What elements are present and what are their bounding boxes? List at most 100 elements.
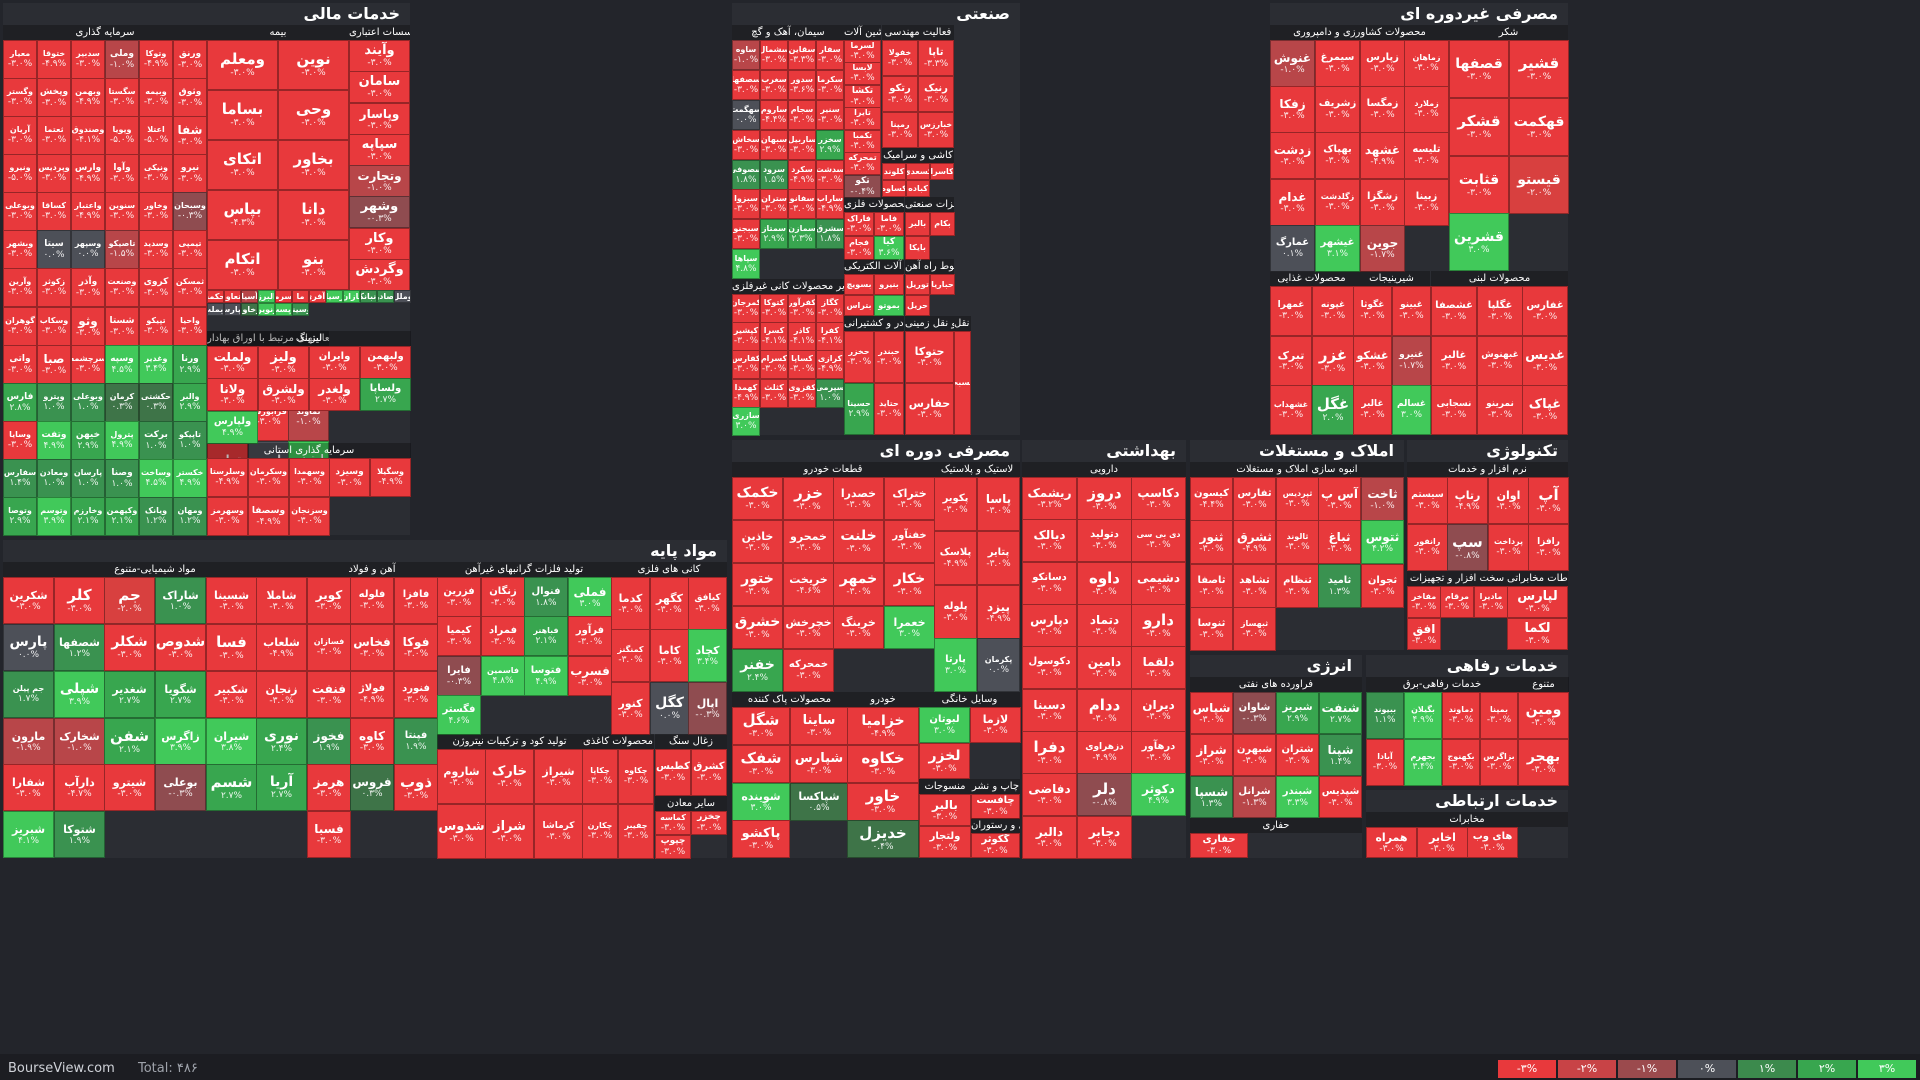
industry-title[interactable]: چاپ و نشر	[971, 779, 1020, 794]
stock-tile[interactable]: بازان	[343, 290, 360, 303]
stock-tile[interactable]: دکاسپ -۳.۰%	[1131, 477, 1186, 520]
stock-tile[interactable]: وملل	[394, 290, 411, 303]
stock-tile[interactable]: تیمپی -۳.۰%	[173, 230, 207, 269]
stock-tile[interactable]: خمحرو -۳.۰%	[783, 520, 834, 563]
stock-tile[interactable]: دجابر -۳.۰%	[1077, 816, 1132, 859]
stock-tile[interactable]: تمحرکه -۳.۰%	[844, 152, 881, 175]
stock-tile[interactable]: وسدید -۳.۰%	[139, 230, 173, 269]
stock-tile[interactable]: خریخت -۴.۶%	[783, 563, 834, 606]
stock-tile[interactable]: ونوین	[258, 303, 275, 316]
stock-tile[interactable]: دفرا -۳.۰%	[1022, 731, 1077, 774]
stock-tile[interactable]: کیمیا -۳.۰%	[437, 616, 481, 656]
stock-tile[interactable]: وتعاون	[224, 290, 241, 303]
stock-tile[interactable]: اتکام -۳.۰%	[207, 240, 278, 290]
stock-tile[interactable]: دی بی سی -۳.۰%	[1131, 519, 1186, 562]
stock-tile[interactable]: زماهان -۳.۰%	[1404, 40, 1449, 87]
stock-tile[interactable]: چکارن -۳.۰%	[582, 804, 618, 859]
stock-tile[interactable]: سیتا ۰.۰%	[37, 230, 71, 269]
stock-tile[interactable]: وآیند -۳.۰%	[349, 40, 410, 72]
stock-tile[interactable]: پارسان ۱.۰%	[71, 459, 105, 498]
stock-tile[interactable]: دسانکو -۳.۰%	[1022, 562, 1077, 605]
stock-tile[interactable]: دارو -۳.۰%	[1131, 604, 1186, 647]
stock-tile[interactable]: فمراد -۳.۰%	[481, 616, 525, 656]
stock-tile[interactable]: وسپهر ۰.۰%	[71, 230, 105, 269]
stock-tile[interactable]: کاما -۳.۰%	[650, 629, 689, 682]
stock-tile[interactable]: ومین -۳.۰%	[1518, 692, 1569, 739]
industry-title[interactable]: آهن و فولاد	[307, 562, 437, 577]
stock-tile[interactable]: وگستر -۳.۰%	[3, 78, 37, 117]
stock-tile[interactable]: زشریف -۳.۰%	[1315, 86, 1360, 133]
stock-tile[interactable]: غبینو -۳.۰%	[1392, 286, 1431, 336]
stock-tile[interactable]: خیهن ۲.۹%	[71, 421, 105, 460]
stock-tile[interactable]: قشکر -۳.۰%	[1449, 98, 1509, 156]
stock-tile[interactable]: فاسمین ۴.۸%	[481, 656, 525, 696]
stock-tile[interactable]: وبشهر -۳.۰%	[3, 230, 37, 269]
industry-title[interactable]: ارتباطات مخابراتی	[1507, 571, 1568, 586]
stock-tile[interactable]: سکرد -۴.۹%	[788, 160, 816, 190]
stock-tile[interactable]: آس پ -۳.۰%	[1318, 477, 1361, 521]
stock-tile[interactable]: ددام -۳.۰%	[1077, 689, 1132, 732]
stock-tile[interactable]: ولانا -۳.۰%	[207, 378, 258, 411]
stock-tile[interactable]: ثاصفا -۳.۰%	[1190, 564, 1233, 608]
stock-tile[interactable]: قثابت -۳.۰%	[1449, 156, 1509, 214]
stock-tile[interactable]: چپوپ -۳.۰%	[655, 835, 691, 859]
stock-tile[interactable]: فنفت -۳.۰%	[307, 671, 351, 718]
industry-title[interactable]: تولید فلزات گرانبهای غیرآهن	[437, 562, 611, 577]
stock-tile[interactable]: پلوله -۳.۰%	[934, 585, 977, 639]
stock-tile[interactable]: تکو -۰.۴%	[844, 175, 881, 198]
stock-tile[interactable]: چخزر -۳.۰%	[691, 811, 727, 835]
stock-tile[interactable]: بخاور -۳.۰%	[278, 140, 349, 190]
stock-tile[interactable]: ما	[292, 290, 309, 303]
stock-tile[interactable]: خزر -۳.۰%	[783, 477, 834, 520]
stock-tile[interactable]: چفیبر -۳.۰%	[618, 804, 654, 859]
stock-tile[interactable]: شپاکسا ۰.۵%	[790, 783, 848, 821]
stock-tile[interactable]: کلوند	[882, 163, 906, 180]
stock-tile[interactable]: شفک -۳.۰%	[732, 745, 790, 783]
stock-tile[interactable]: شسم ۲.۷%	[206, 764, 257, 811]
stock-tile[interactable]: بایکا	[905, 236, 930, 260]
stock-tile[interactable]: شوینده ۳.۰%	[732, 783, 790, 821]
stock-tile[interactable]: وسزنجان -۳.۰%	[289, 497, 330, 536]
stock-tile[interactable]: ثبهساز -۳.۰%	[1233, 607, 1276, 651]
stock-tile[interactable]: حتاید -۳.۰%	[874, 383, 904, 435]
industry-title[interactable]: نرم افزار و خدمات	[1407, 462, 1568, 477]
stock-tile[interactable]: قیستو -۲.۰%	[1509, 156, 1569, 214]
stock-tile[interactable]: تکمبا -۳.۰%	[844, 130, 881, 153]
industry-title[interactable]: محصولات لبنی	[1431, 271, 1568, 286]
stock-tile[interactable]: تپیکو -۳.۰%	[139, 307, 173, 346]
stock-tile[interactable]: سنوین -۳.۰%	[105, 192, 139, 231]
stock-tile[interactable]: فایرا -۰.۳%	[437, 656, 481, 696]
stock-tile[interactable]: بساما -۳.۰%	[207, 90, 278, 140]
stock-tile[interactable]: شلعاب -۴.۹%	[256, 624, 307, 671]
stock-tile[interactable]: واحیا -۳.۰%	[173, 307, 207, 346]
stock-tile[interactable]: پکرمان ۰.۰%	[977, 638, 1020, 692]
sector-title[interactable]: املاک و مستغلات	[1259, 441, 1394, 460]
industry-title[interactable]: مخابرات	[1366, 812, 1568, 827]
stock-tile[interactable]: بهپاک -۳.۰%	[1315, 132, 1360, 179]
stock-tile[interactable]: مادیرا -۳.۰%	[1474, 586, 1508, 618]
stock-tile[interactable]: واعتبار -۴.۹%	[71, 192, 105, 231]
stock-tile[interactable]: شاراک ۱.۰%	[155, 577, 206, 624]
stock-tile[interactable]: شسینا -۳.۰%	[206, 577, 257, 624]
stock-tile[interactable]: شدوس -۳.۰%	[437, 804, 486, 859]
industry-title[interactable]: حمل و نقل	[954, 316, 971, 331]
industry-title[interactable]: حفاری	[1190, 818, 1362, 833]
stock-tile[interactable]: فوکا -۳.۰%	[394, 624, 438, 671]
stock-tile[interactable]: آپ -۳.۰%	[1528, 477, 1569, 524]
stock-tile[interactable]: فاراک -۳.۰%	[844, 212, 874, 236]
stock-tile[interactable]: ونبانک	[360, 290, 377, 303]
stock-tile[interactable]: سفانو -۳.۰%	[788, 189, 816, 219]
stock-tile[interactable]: ساینا -۳.۰%	[790, 707, 848, 745]
stock-tile[interactable]: بنو -۳.۰%	[278, 240, 349, 290]
sector-title[interactable]: خدمات ارتباطی	[1435, 791, 1558, 810]
stock-tile[interactable]: ولشرق -۳.۰%	[258, 378, 309, 411]
stock-tile[interactable]: ساربیل -۳.۰%	[788, 130, 816, 160]
stock-tile[interactable]: خشرق -۳.۰%	[732, 606, 783, 649]
stock-tile[interactable]: گوهران -۳.۰%	[3, 307, 37, 346]
stock-tile[interactable]: ختور -۳.۰%	[732, 563, 783, 606]
stock-tile[interactable]: زنجان -۳.۰%	[256, 671, 307, 718]
industry-title[interactable]: حمل و نقل زمینی	[905, 316, 954, 331]
stock-tile[interactable]: وخارزم ۲.۱%	[71, 497, 105, 536]
stock-tile[interactable]: سگستا -۳.۰%	[105, 78, 139, 117]
stock-tile[interactable]: جوین -۱.۷%	[1360, 225, 1405, 272]
